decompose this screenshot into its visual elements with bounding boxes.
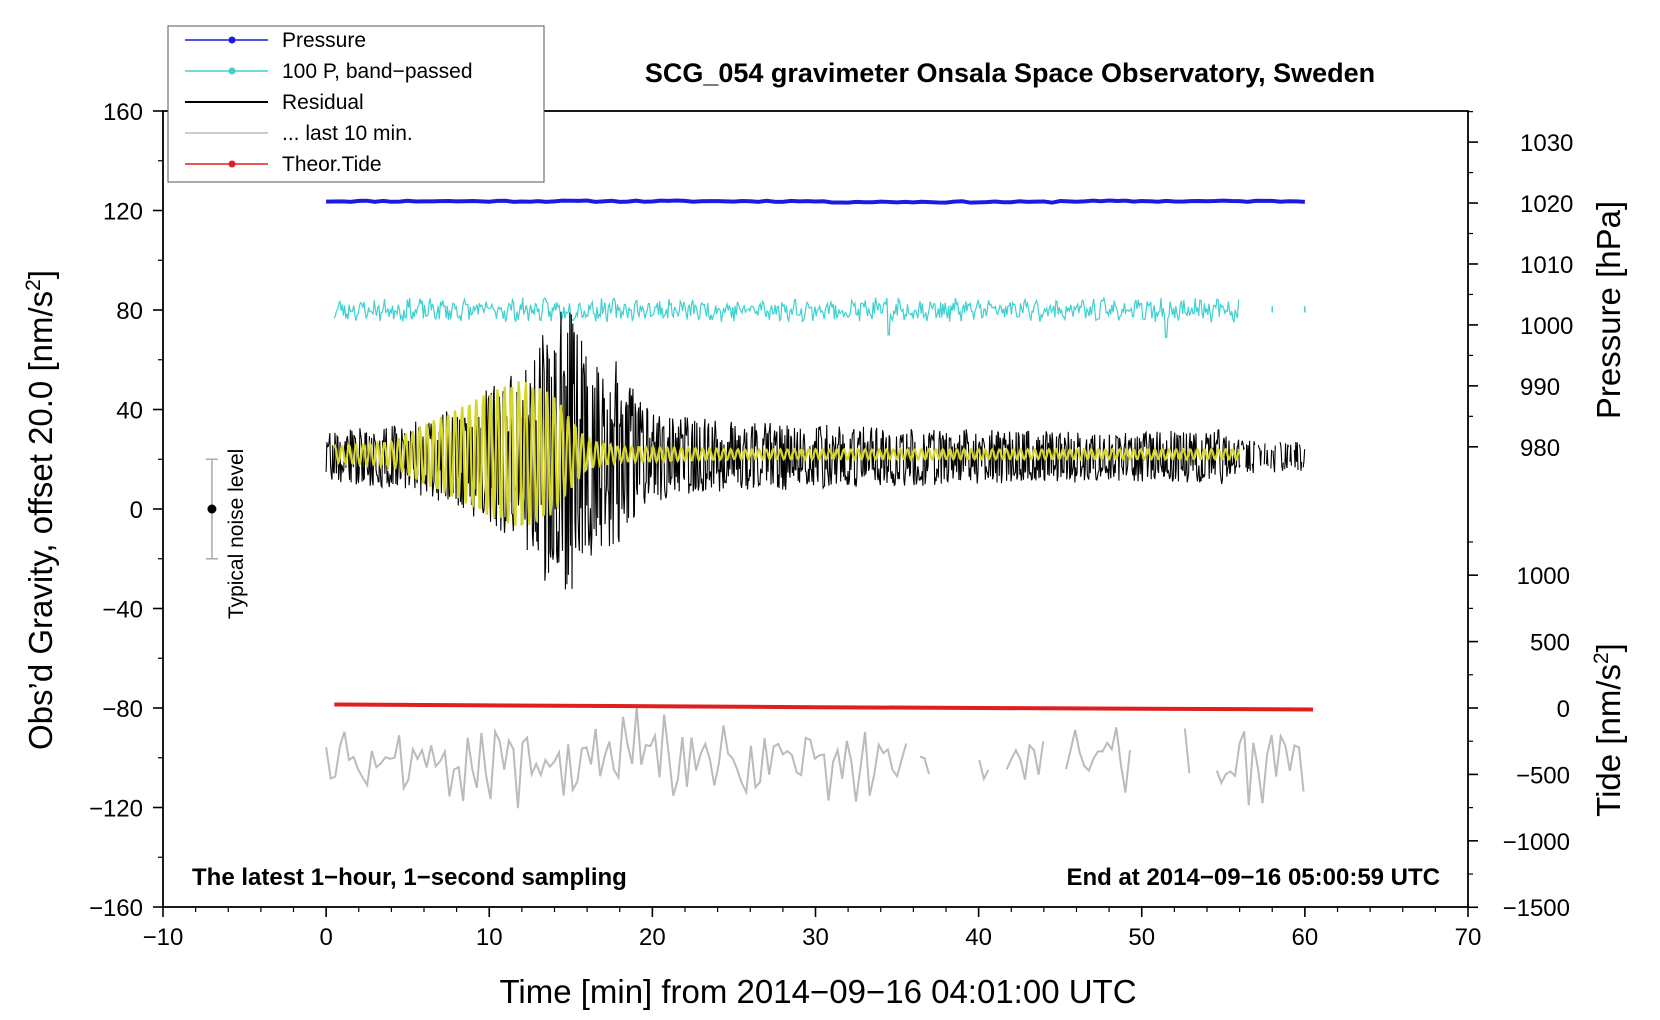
legend-marker <box>228 67 236 75</box>
legend-box <box>167 25 545 183</box>
pressure-tick-label: 980 <box>1520 435 1560 462</box>
legend-items: Pressure 100 P, band−passed Residual ... la… <box>185 29 473 176</box>
x-axis-title: Time [min] from 2014−09−16 04:01:00 UTC <box>499 973 1136 1010</box>
tide-axis-title: Tide [nm/s2] <box>1590 643 1627 817</box>
y-tick-label: 0 <box>130 497 143 524</box>
noise-label: Typical noise level <box>225 449 248 619</box>
last-10-min-segment <box>1183 728 1191 774</box>
last-10-min-segment <box>978 759 990 782</box>
y-tick-label: −120 <box>89 796 143 823</box>
residual-line <box>1293 441 1299 470</box>
noise-center-dot <box>207 504 217 514</box>
last-10-min-segment <box>1065 727 1131 793</box>
pressure-tick-label: 1010 <box>1520 252 1573 279</box>
pressure-tick-label: 1020 <box>1520 191 1573 218</box>
x-tick-label: 40 <box>965 924 992 951</box>
tide-axis-title-sup: 2 <box>1590 652 1613 664</box>
residual-line <box>1263 443 1266 465</box>
x-tick-label: 70 <box>1455 924 1482 951</box>
note-right: End at 2014−09−16 05:00:59 UTC <box>1066 864 1440 891</box>
tide-tick-label: 500 <box>1530 630 1570 657</box>
tide-tick-label: 1000 <box>1517 563 1570 590</box>
residual-filtered-line <box>333 381 1241 527</box>
x-tick-label: 0 <box>319 924 332 951</box>
residual-line <box>1251 441 1256 474</box>
legend-label: Theor.Tide <box>282 153 382 176</box>
y-tick-label: 80 <box>116 298 143 325</box>
tide-tick-label: −1000 <box>1503 829 1570 856</box>
y-tick-label: −80 <box>102 696 143 723</box>
x-tick-label: 10 <box>476 924 503 951</box>
legend: Pressure 100 P, band−passed Residual ... la… <box>167 25 545 183</box>
pressure-line <box>326 198 1305 205</box>
legend-label: 100 P, band−passed <box>282 60 473 83</box>
residual-line <box>1284 443 1290 470</box>
pressure-tick-label: 990 <box>1520 374 1560 401</box>
note-left: The latest 1−hour, 1−second sampling <box>192 864 627 891</box>
axis-layer: −10 0 10 20 30 40 50 60 7016012080400−40−80−120−… <box>89 99 1573 951</box>
last-10-min-segment <box>1215 731 1305 806</box>
x-tick-label: 30 <box>802 924 829 951</box>
legend-label: Pressure <box>282 29 366 52</box>
pressure-tick-label: 1030 <box>1520 130 1573 157</box>
residual-line <box>1240 440 1245 451</box>
residual-line <box>1245 440 1251 472</box>
last-10-min-segment <box>1005 741 1045 780</box>
residual-line <box>1265 449 1269 466</box>
residual-line <box>1279 441 1284 471</box>
plot-title: SCG_054 gravimeter Onsala Space Observat… <box>645 58 1375 88</box>
y-tick-label: −40 <box>102 597 143 624</box>
tide-tick-label: 0 <box>1557 696 1570 723</box>
legend-marker <box>228 160 236 168</box>
last-10-min-segment <box>325 707 908 809</box>
tide-tick-label: −1500 <box>1503 895 1570 922</box>
left-axis-title-end: ] <box>22 270 59 279</box>
legend-marker <box>228 36 236 44</box>
tide-tick-label: −500 <box>1516 762 1570 789</box>
left-axis-title: Obs’d Gravity, offset 20.0 [nm/s2] <box>22 270 59 750</box>
noise-indicator <box>205 458 218 560</box>
x-tick-label: 20 <box>639 924 666 951</box>
band-passed-line <box>333 295 1240 338</box>
y-tick-label: 120 <box>103 199 143 226</box>
residual-line <box>1302 449 1306 468</box>
residual-line <box>1298 444 1303 471</box>
left-axis-title-main: Obs’d Gravity, offset 20.0 [nm/s <box>22 291 59 750</box>
series-layer <box>325 198 1314 809</box>
y-tick-label: −160 <box>89 895 143 922</box>
residual-line <box>1289 444 1292 466</box>
x-tick-label: −10 <box>143 924 184 951</box>
residual-line <box>1257 444 1262 466</box>
y-tick-label: 160 <box>103 99 143 126</box>
left-axis-title-sup: 2 <box>22 279 45 291</box>
x-tick-label: 50 <box>1128 924 1155 951</box>
residual-line <box>1270 449 1273 469</box>
pressure-axis-title: Pressure [hPa] <box>1590 201 1627 419</box>
theoretical-tide-line <box>334 702 1314 712</box>
tide-axis-title-main: Tide [nm/s <box>1590 664 1627 817</box>
legend-label: ... last 10 min. <box>282 122 413 145</box>
residual-line <box>1272 445 1276 473</box>
pressure-tick-label: 1000 <box>1520 313 1573 340</box>
last-10-min-segment <box>919 755 930 775</box>
tide-axis-title-end: ] <box>1590 643 1627 652</box>
legend-label: Residual <box>282 91 364 114</box>
x-tick-label: 60 <box>1292 924 1319 951</box>
y-tick-label: 40 <box>116 398 143 425</box>
